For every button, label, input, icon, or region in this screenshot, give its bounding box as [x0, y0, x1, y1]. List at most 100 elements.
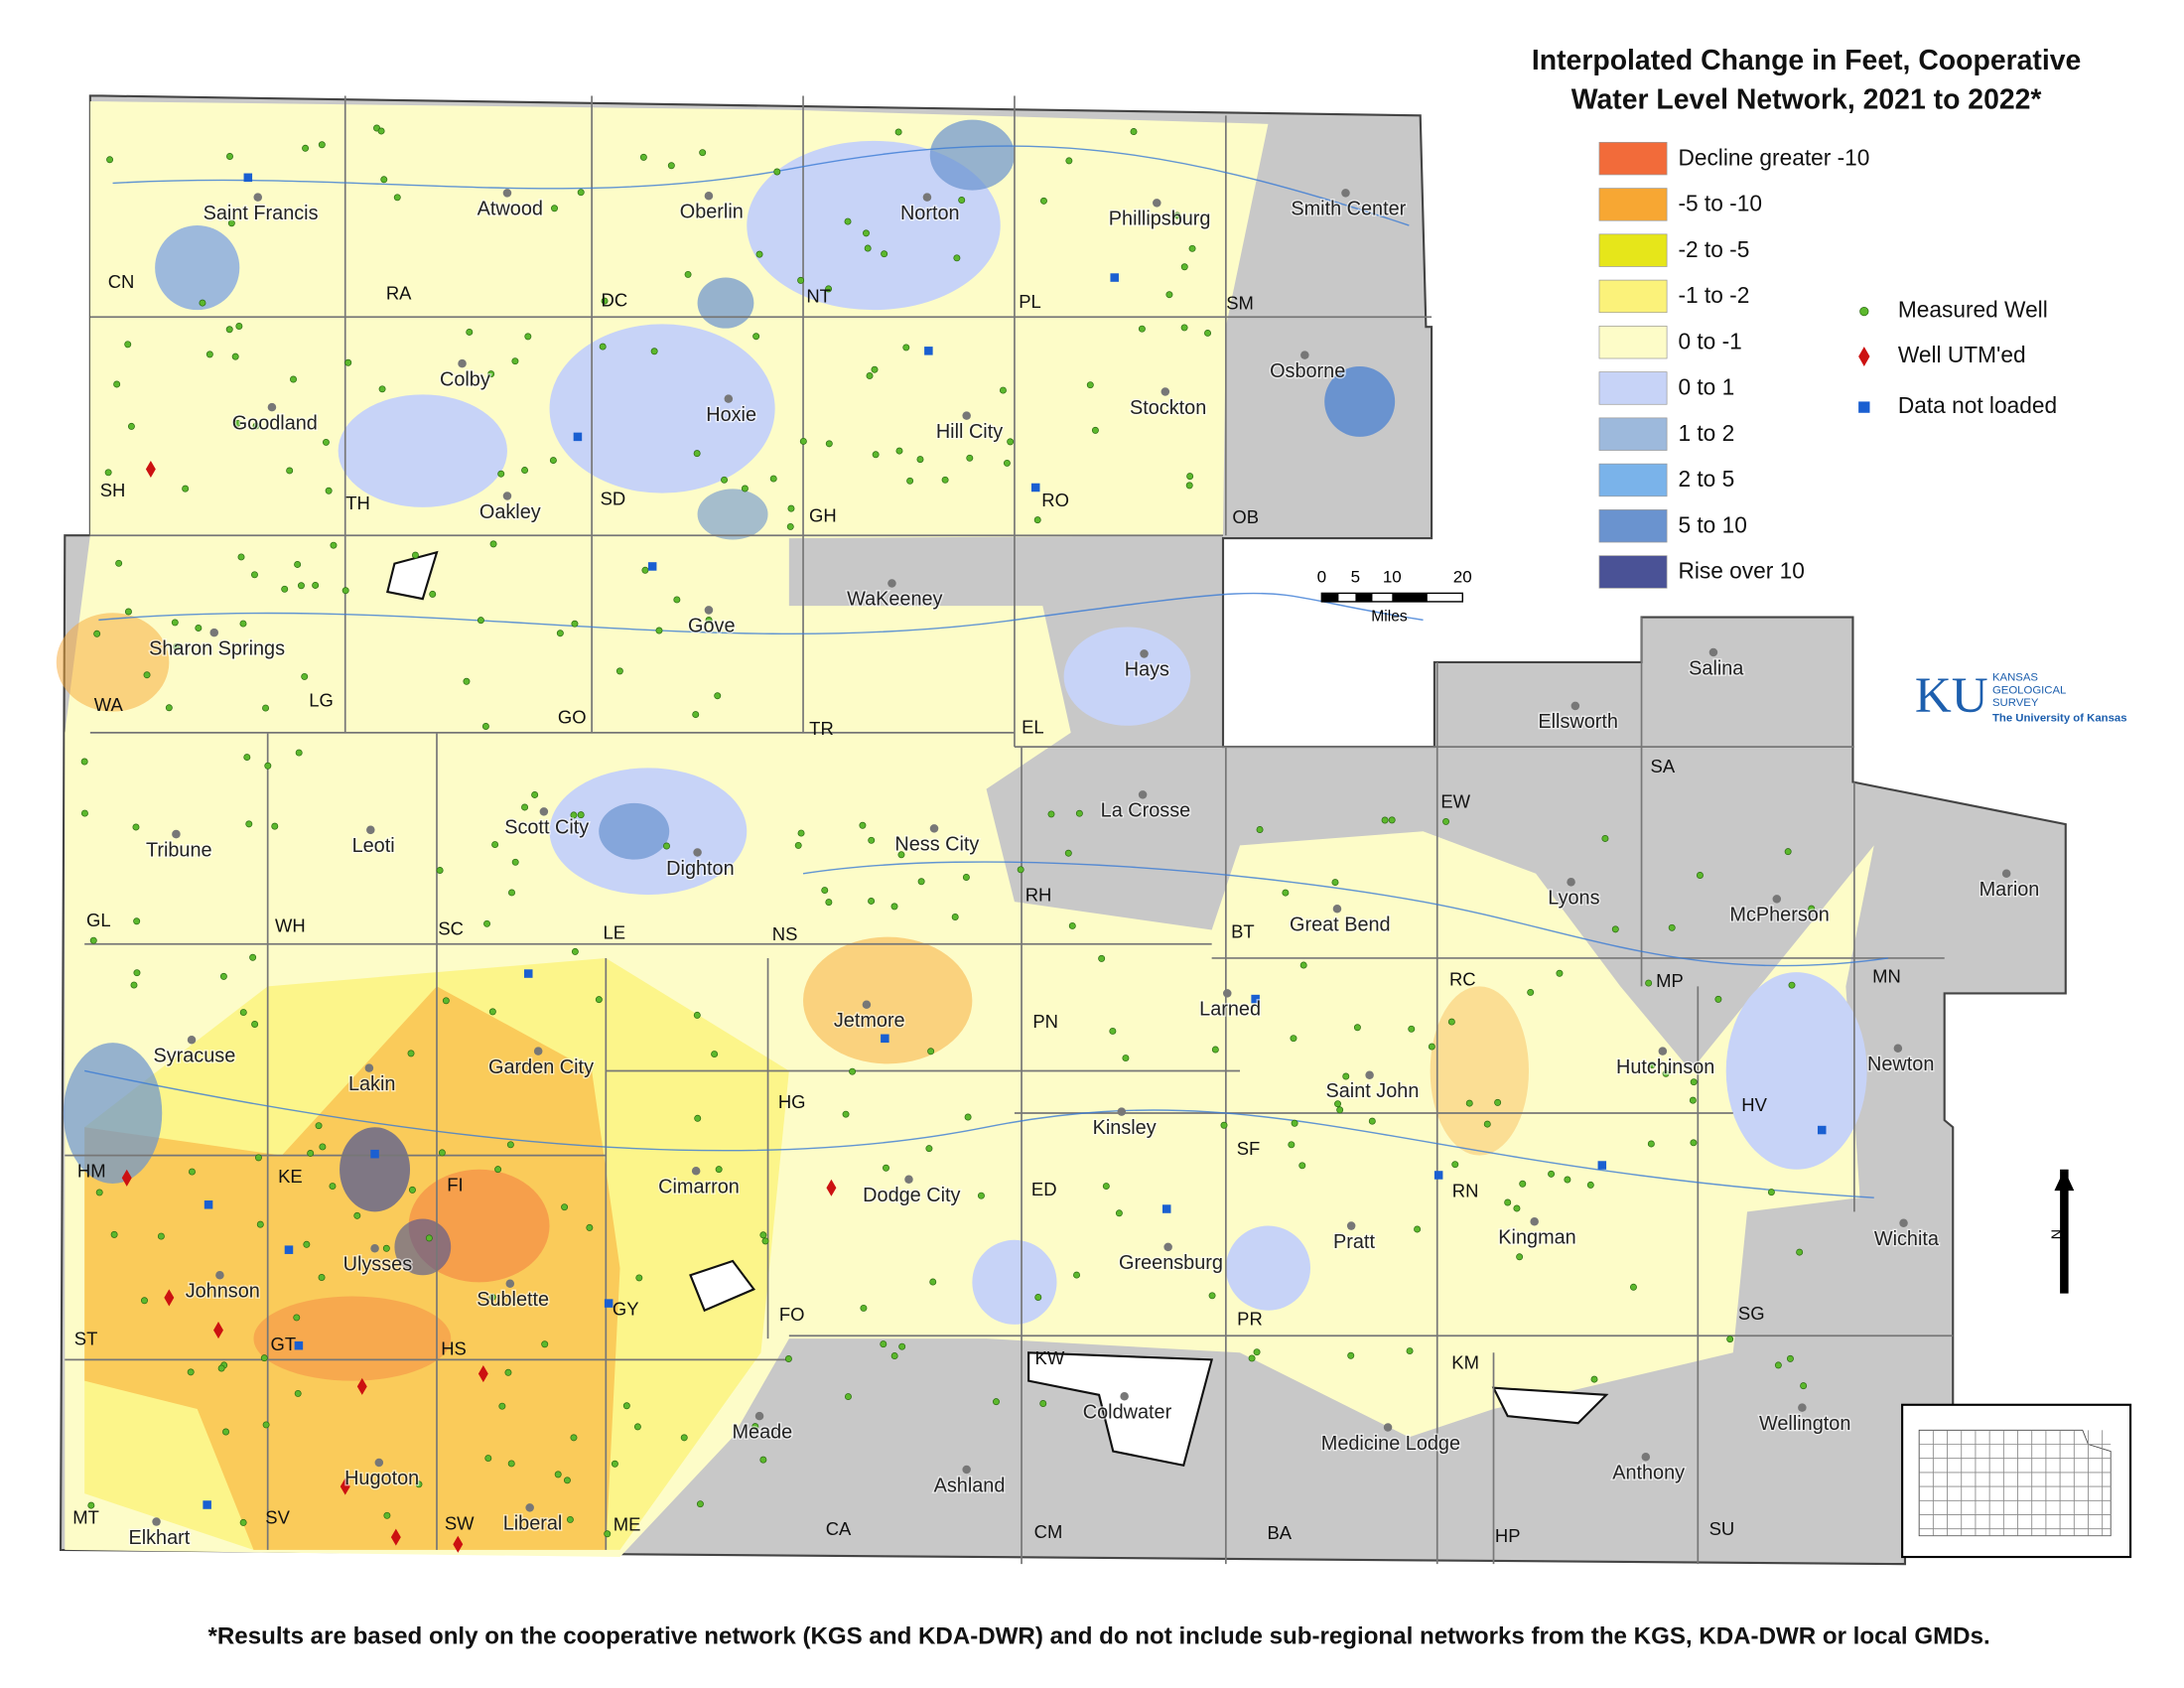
- measured-well: [1668, 923, 1676, 931]
- legend-swatch: [1598, 463, 1668, 497]
- measured-well: [227, 219, 235, 227]
- measured-well: [1647, 1140, 1655, 1148]
- county-label: MP: [1656, 970, 1684, 991]
- town-dot: [172, 829, 181, 839]
- measured-well: [1068, 921, 1076, 929]
- town-label: Lyons: [1548, 888, 1599, 910]
- measured-well: [860, 1304, 868, 1312]
- town-label: Stockton: [1130, 397, 1206, 419]
- measured-well: [290, 375, 297, 383]
- measured-well: [655, 627, 663, 634]
- measured-well: [1256, 826, 1264, 834]
- north-arrow: N: [2049, 1169, 2075, 1294]
- town-label: Garden City: [488, 1056, 594, 1078]
- measured-well: [438, 1149, 446, 1157]
- measured-well: [799, 437, 807, 445]
- measured-well: [1767, 1189, 1775, 1196]
- town-label: Tribune: [146, 839, 212, 861]
- measured-well: [262, 704, 270, 712]
- town-label: Kinsley: [1093, 1117, 1157, 1139]
- measured-well: [1504, 1198, 1512, 1206]
- measured-well: [195, 624, 203, 632]
- measured-well: [506, 1141, 514, 1149]
- measured-well: [1098, 954, 1106, 962]
- measured-well: [549, 457, 557, 465]
- measured-well: [844, 1393, 852, 1401]
- town-label: Hays: [1125, 659, 1169, 681]
- town-label: Anthony: [1612, 1463, 1685, 1484]
- measured-well: [264, 762, 272, 770]
- measured-well: [157, 1232, 165, 1240]
- measured-well: [615, 667, 623, 675]
- not-loaded-well: [1817, 1125, 1827, 1135]
- county-label: HS: [441, 1337, 467, 1358]
- scale-bar-segment: [1392, 593, 1428, 602]
- inset-grid: [1918, 1429, 2112, 1537]
- measured-well: [483, 919, 491, 927]
- town-dot: [962, 411, 971, 420]
- town-dot: [1117, 1107, 1127, 1116]
- measured-well: [1347, 1351, 1355, 1359]
- measured-well: [571, 947, 579, 955]
- county-label: KE: [278, 1166, 303, 1187]
- measured-well: [222, 1428, 230, 1436]
- not-loaded-well: [924, 347, 933, 355]
- legend-label: 5 to 10: [1678, 511, 1746, 537]
- town-label: Ashland: [934, 1475, 1006, 1496]
- county-label: SA: [1651, 756, 1676, 776]
- measured-well: [880, 1340, 887, 1348]
- town-dot: [1346, 1221, 1356, 1230]
- measured-well: [1288, 1141, 1296, 1149]
- measured-well: [1299, 961, 1307, 969]
- measured-well: [124, 608, 132, 616]
- measured-well: [1406, 1347, 1414, 1355]
- town-label: Dighton: [666, 858, 734, 880]
- county-label: RC: [1449, 969, 1476, 990]
- measured-well: [315, 1122, 323, 1130]
- county-label: WA: [94, 694, 124, 715]
- measured-well: [297, 582, 305, 590]
- town-label: Meade: [733, 1421, 793, 1443]
- town-label: Leoti: [352, 835, 395, 857]
- town-dot: [539, 807, 549, 816]
- measured-well: [752, 333, 760, 341]
- logo-text: SURVEY: [1992, 697, 2039, 709]
- measured-well: [751, 1423, 759, 1431]
- measured-well: [570, 811, 578, 819]
- measured-well: [251, 571, 258, 579]
- county-label: SW: [445, 1512, 475, 1533]
- town-dot: [922, 193, 932, 202]
- town-label: Ellsworth: [1538, 711, 1618, 733]
- measured-well: [497, 470, 505, 478]
- measured-well: [1017, 866, 1024, 874]
- measured-well: [411, 551, 419, 559]
- measured-well: [504, 1368, 512, 1376]
- measured-well: [132, 823, 140, 831]
- measured-well: [1180, 324, 1188, 332]
- measured-well: [226, 153, 233, 160]
- measured-well: [693, 1011, 701, 1019]
- town-dot: [1383, 1423, 1393, 1432]
- measured-well: [104, 469, 112, 477]
- measured-well: [393, 194, 401, 202]
- county-label: RH: [1025, 884, 1052, 905]
- measured-well: [1388, 816, 1396, 824]
- measured-well: [271, 822, 279, 830]
- measured-well: [868, 897, 876, 905]
- county-label: MN: [1872, 966, 1901, 987]
- measured-well: [711, 1051, 719, 1058]
- measured-well: [239, 1518, 247, 1526]
- measured-well: [1336, 1106, 1344, 1114]
- measured-well: [295, 749, 303, 757]
- measured-well: [917, 878, 925, 886]
- county-label: BA: [1267, 1522, 1292, 1543]
- utm-well: [390, 1528, 401, 1546]
- measured-well: [286, 467, 294, 475]
- measured-well: [1800, 1382, 1808, 1390]
- measured-well: [784, 1355, 792, 1362]
- measured-well: [906, 477, 914, 485]
- measured-well: [883, 1164, 889, 1172]
- measured-well: [1408, 1025, 1416, 1033]
- measured-well: [639, 153, 647, 161]
- county-label: NS: [772, 923, 798, 944]
